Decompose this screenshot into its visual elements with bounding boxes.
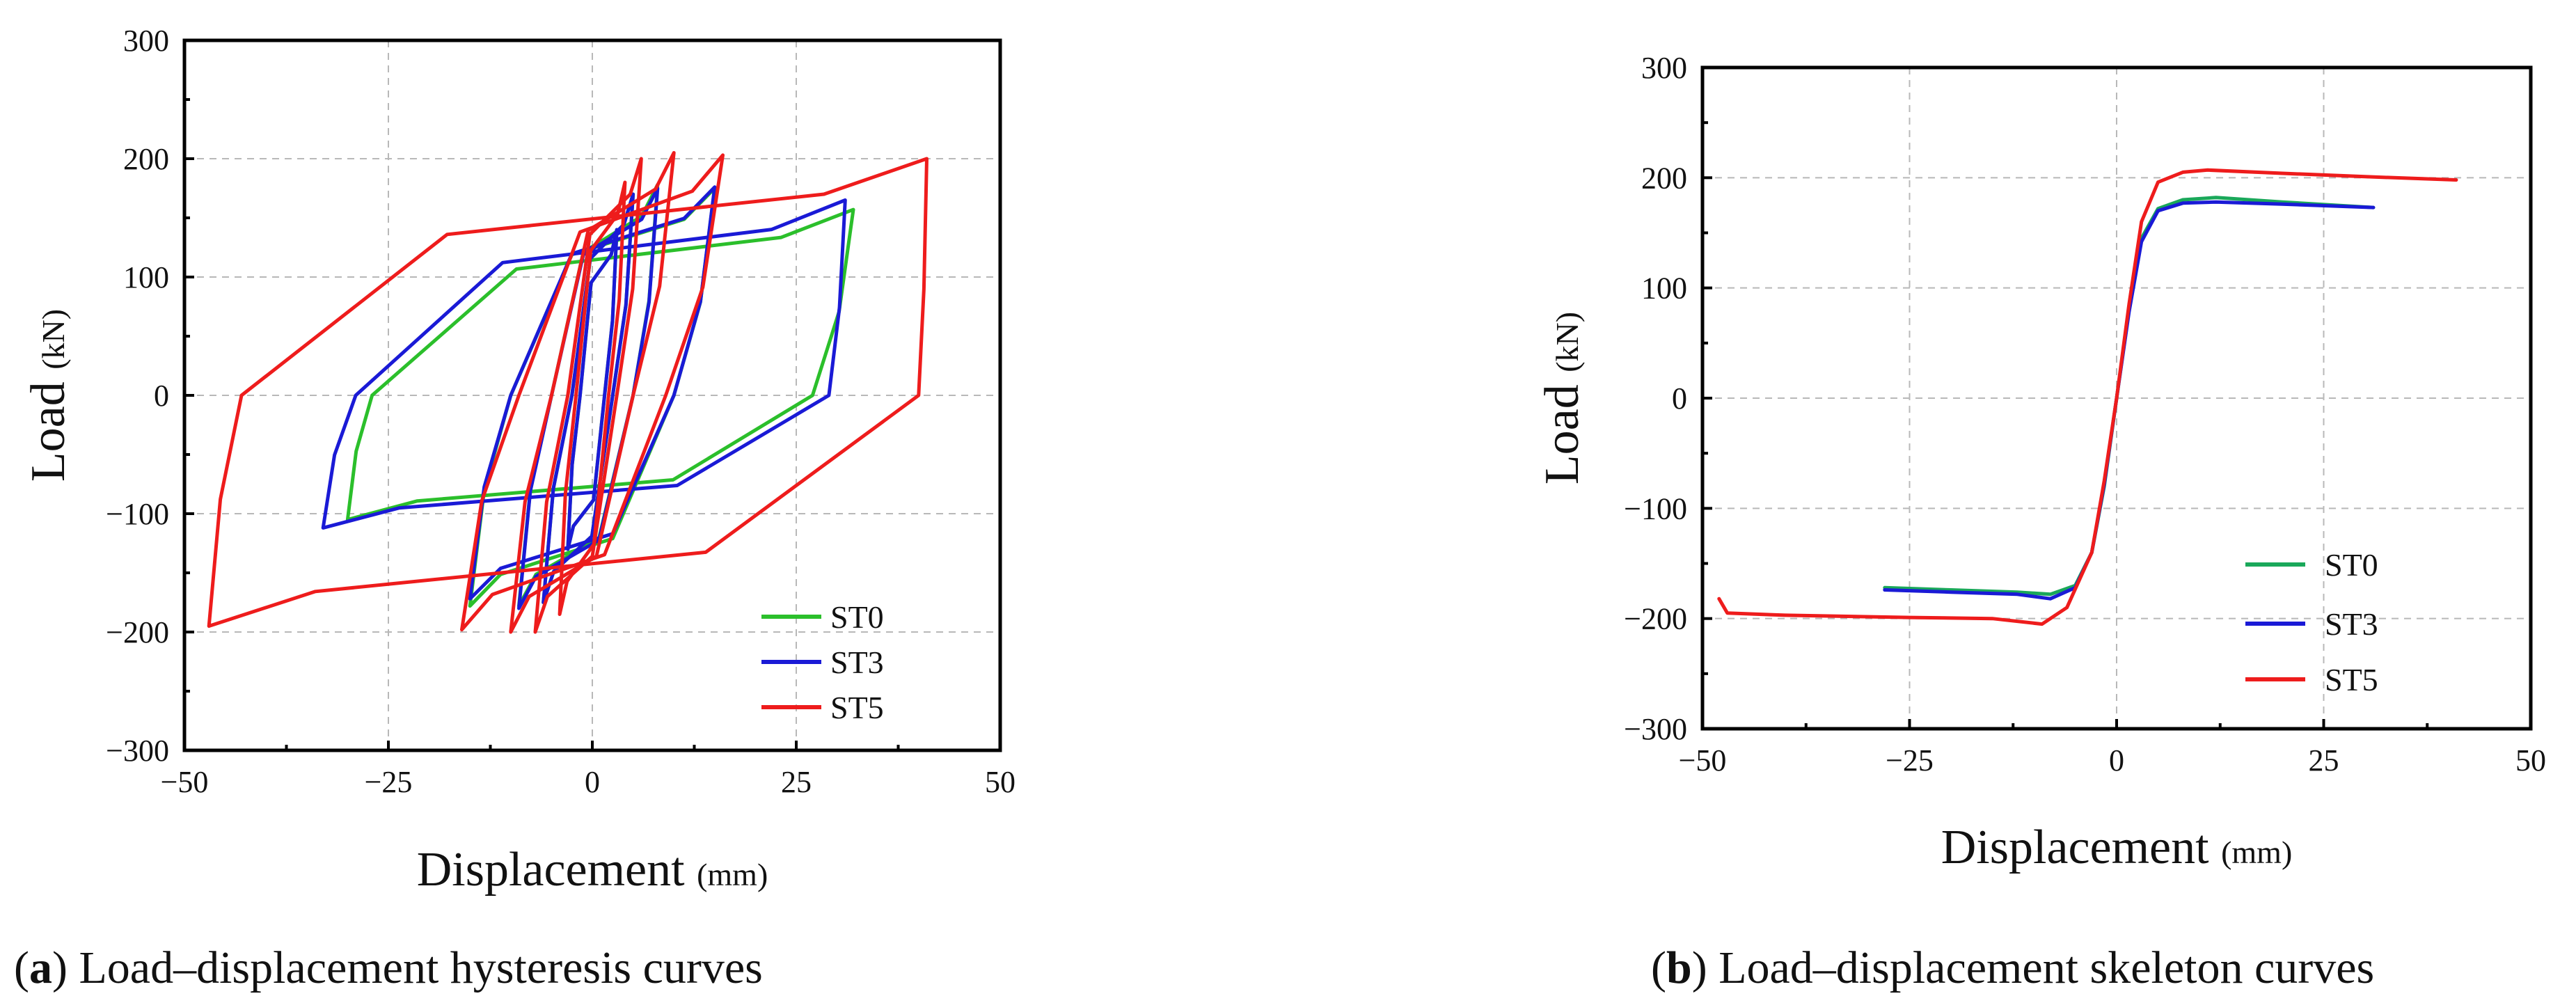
- x-axis-title: Displacement (mm): [1941, 821, 2293, 874]
- y-tick-label: −200: [1624, 602, 1687, 636]
- series-group: [207, 151, 929, 634]
- tick-marks: [183, 39, 1002, 752]
- y-tick-labels: −300 −200 −100 0 100 200 300: [1624, 51, 1687, 746]
- x-tick-labels: −50 −25 0 25 50: [1679, 743, 2546, 777]
- y-axis-title: Load (kN): [22, 309, 75, 482]
- y-tick-label: −100: [106, 497, 169, 531]
- panel-a-hysteresis: −300 −200 −100 0 100 200 300 −50 −25 0 25 50 Load …: [14, 24, 1016, 993]
- x-tick-label: 0: [585, 765, 600, 799]
- skeleton-curve-st3: [1883, 200, 2376, 601]
- legend-label-st0: ST0: [830, 599, 884, 635]
- x-tick-label: 50: [985, 765, 1016, 799]
- x-tick-label: −50: [161, 765, 209, 799]
- hysteresis-loop-st5-5: [207, 157, 929, 628]
- legend-label-st0: ST0: [2325, 547, 2378, 583]
- x-tick-label: 25: [2309, 743, 2339, 777]
- y-tick-label: −200: [106, 615, 169, 649]
- y-tick-label: −100: [1624, 491, 1687, 526]
- hysteresis-loop-st3-2: [542, 192, 635, 604]
- hysteresis-loop-st5-1: [558, 180, 627, 616]
- caption-b: (b) Load–displacement skeleton curves: [1651, 942, 2374, 993]
- y-tick-label: 0: [154, 379, 169, 413]
- x-tick-label: −25: [1886, 743, 1934, 777]
- hysteresis-loop-st5-4: [460, 153, 725, 632]
- y-tick-label: 100: [1641, 271, 1687, 306]
- legend-label-st5: ST5: [830, 690, 884, 725]
- legend: ST0 ST3 ST5: [761, 599, 884, 725]
- caption-a: (a) Load–displacement hysteresis curves: [14, 942, 763, 993]
- y-tick-label: 200: [123, 142, 169, 176]
- x-tick-label: −25: [365, 765, 413, 799]
- legend-label-st3: ST3: [830, 645, 884, 680]
- y-tick-label: 300: [123, 24, 169, 58]
- y-tick-label: −300: [1624, 712, 1687, 746]
- panel-b-skeleton: −300 −200 −100 0 100 200 300 −50 −25 0 25 50 Load …: [1535, 51, 2546, 993]
- x-tick-labels: −50 −25 0 25 50: [161, 765, 1016, 799]
- tick-marks: [1701, 66, 2532, 730]
- y-tick-label: −300: [106, 734, 169, 768]
- legend-label-st5: ST5: [2325, 662, 2378, 697]
- x-tick-label: 50: [2515, 743, 2546, 777]
- hysteresis-loop-st3-4: [468, 185, 717, 601]
- y-tick-labels: −300 −200 −100 0 100 200 300: [106, 24, 169, 768]
- x-tick-label: −50: [1679, 743, 1727, 777]
- hysteresis-loop-st0-5: [345, 207, 855, 521]
- x-tick-label: 25: [781, 765, 812, 799]
- x-axis-title: Displacement (mm): [417, 843, 768, 897]
- y-tick-label: 300: [1641, 51, 1687, 85]
- skeleton-curve-st5: [1717, 168, 2458, 626]
- y-tick-label: 0: [1672, 381, 1687, 416]
- y-tick-label: 200: [1641, 161, 1687, 195]
- skeleton-curve-st0: [1883, 196, 2376, 597]
- y-axis-title: Load (kN): [1535, 312, 1589, 484]
- legend-label-st3: ST3: [2325, 606, 2378, 642]
- legend: ST0 ST3 ST5: [2245, 547, 2378, 697]
- x-tick-label: 0: [2109, 743, 2124, 777]
- grid: [184, 40, 1000, 750]
- series-group: [1717, 168, 2458, 626]
- y-tick-label: 100: [123, 260, 169, 294]
